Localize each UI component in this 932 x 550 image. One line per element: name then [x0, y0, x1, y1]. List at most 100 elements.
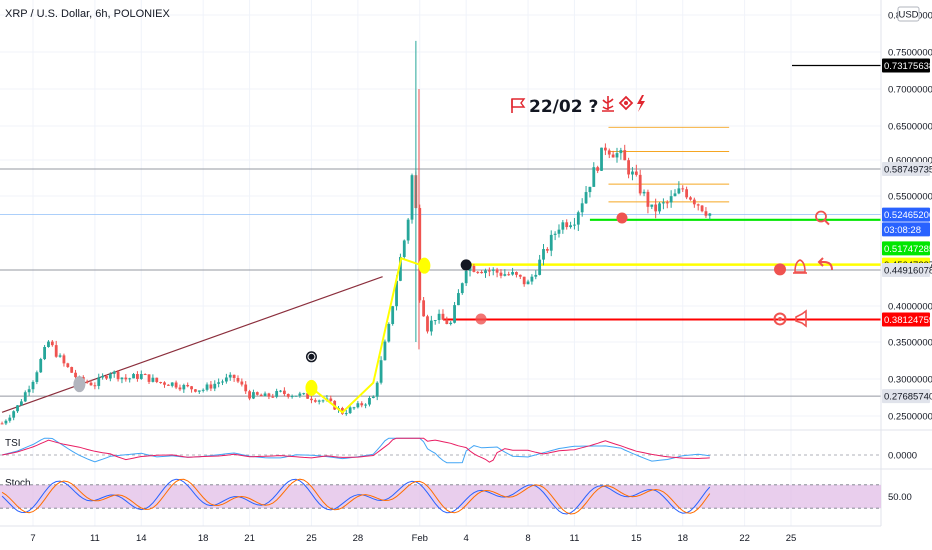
candle-body-101: [391, 306, 395, 324]
candle-body-56: [217, 382, 221, 384]
stoch-band: [0, 484, 881, 509]
candle-body-88: [341, 408, 344, 414]
black-marker-1: [460, 259, 472, 271]
red-marker-1: [774, 263, 786, 276]
candle-body-140: [542, 249, 545, 260]
candle-body-24: [93, 385, 97, 387]
price-tags: 0.73175638 0.58749735 0.52465206 03:08:28 0.…: [882, 58, 932, 404]
candle-body-1: [4, 420, 8, 424]
candle-body-54: [209, 384, 213, 389]
candle-body-60: [232, 374, 236, 378]
candle-body-72: [279, 390, 282, 392]
candle-body-64: [248, 391, 251, 399]
magnifier-icon-handle: [824, 219, 830, 226]
candle-body-62: [240, 381, 244, 385]
candle-body-78: [302, 393, 306, 395]
candle-body-14: [54, 345, 58, 357]
time-tick-label-14: 25: [786, 533, 797, 544]
red-marker-2: [773, 312, 787, 326]
stoch-label: Stoch: [5, 478, 31, 489]
candle-body-10: [39, 359, 43, 373]
candle-body-95: [368, 398, 371, 405]
chart-title: XRP / U.S. Dollar, 6h, POLONIEX: [5, 8, 171, 20]
candle-body-15: [58, 355, 62, 357]
candle-body-51: [197, 390, 201, 392]
target-icon: [618, 95, 634, 111]
red-marker-2-dot: [778, 316, 782, 321]
candle-body-30: [116, 371, 120, 380]
candle-body-156: [603, 147, 607, 151]
currency-badge[interactable]: USD: [897, 6, 920, 22]
candle-body-59: [228, 374, 232, 378]
marker-dot-1: [305, 379, 318, 396]
time-tick-label-12: 18: [677, 533, 688, 544]
stoch-tick-label: 50.00: [888, 492, 912, 503]
candle-body-61: [236, 377, 240, 382]
candle-body-160: [619, 150, 623, 154]
lightning-icon: [637, 95, 645, 112]
candle-body-29: [112, 371, 116, 374]
candle-body-49: [190, 386, 193, 390]
candle-body-164: [634, 171, 638, 175]
candle-body-182: [704, 211, 708, 216]
candle-body-152: [588, 186, 592, 193]
candle-body-138: [534, 274, 538, 277]
tsi-signal-line: [1, 437, 710, 463]
magnifier-icon: [815, 210, 827, 223]
candle-body-116: [449, 322, 453, 325]
candle-body-105: [406, 219, 410, 241]
candle-body-174: [673, 193, 677, 197]
candle-body-77: [298, 393, 302, 396]
candle-body-69: [267, 393, 271, 397]
trendline[interactable]: [1, 276, 383, 413]
price-tag-bg-2: [882, 207, 930, 222]
candle-body-102: [395, 280, 398, 307]
annotation-text: 22/02 ?: [529, 97, 598, 117]
time-tick-label-6: 28: [353, 533, 364, 544]
red-marker-0: [616, 212, 628, 224]
candle-body-41: [159, 382, 163, 384]
candle-body-81: [313, 400, 317, 402]
time-axis[interactable]: 7 11 14 18 21 25 28 Feb 4 8 11 15 18 22 25: [30, 533, 796, 544]
price-tag-label-0: 0.73175638: [884, 61, 932, 72]
candle-body-135: [522, 276, 526, 285]
candle-body-161: [623, 150, 627, 161]
candle-body-85: [329, 398, 333, 401]
tsi-label: TSI: [5, 438, 21, 449]
marker-dot-2: [418, 257, 431, 274]
time-tick-label-9: 8: [525, 533, 530, 544]
price-tag-bg-1: [882, 162, 930, 176]
candle-body-173: [669, 196, 673, 203]
candle-body-80: [310, 398, 313, 401]
candle-body-149: [576, 212, 580, 225]
price-tag-label-7: 0.38124759: [884, 315, 932, 326]
candle-body-129: [499, 272, 503, 276]
candle-body-6: [23, 392, 27, 402]
time-tick-label-4: 21: [244, 533, 255, 544]
bell-icon: [794, 259, 806, 273]
drawings[interactable]: [73, 210, 833, 414]
candle-body-58: [224, 377, 228, 382]
candle-body-13: [50, 341, 54, 346]
stem-icon: [602, 96, 614, 112]
candle-body-32: [124, 377, 128, 380]
candle-body-5: [19, 401, 23, 406]
annotation-group[interactable]: 22/02 ?: [511, 95, 645, 117]
price-tag-bg-4: [882, 241, 930, 256]
candle-body-97: [375, 382, 379, 397]
candle-body-169: [654, 204, 658, 212]
time-tick-label-2: 14: [136, 533, 147, 544]
candle-body-119: [460, 283, 464, 294]
candle-body-40: [155, 377, 159, 383]
price-tag-label-6: 0.44916078: [884, 265, 932, 276]
candle-body-83: [321, 400, 325, 402]
candle-body-96: [371, 396, 375, 399]
candle-body-181: [700, 205, 704, 212]
candle-body-18: [70, 367, 74, 373]
stoch-pane: 50.00: [0, 478, 912, 515]
candle-body-70: [271, 396, 275, 398]
candle-body-146: [565, 222, 569, 228]
